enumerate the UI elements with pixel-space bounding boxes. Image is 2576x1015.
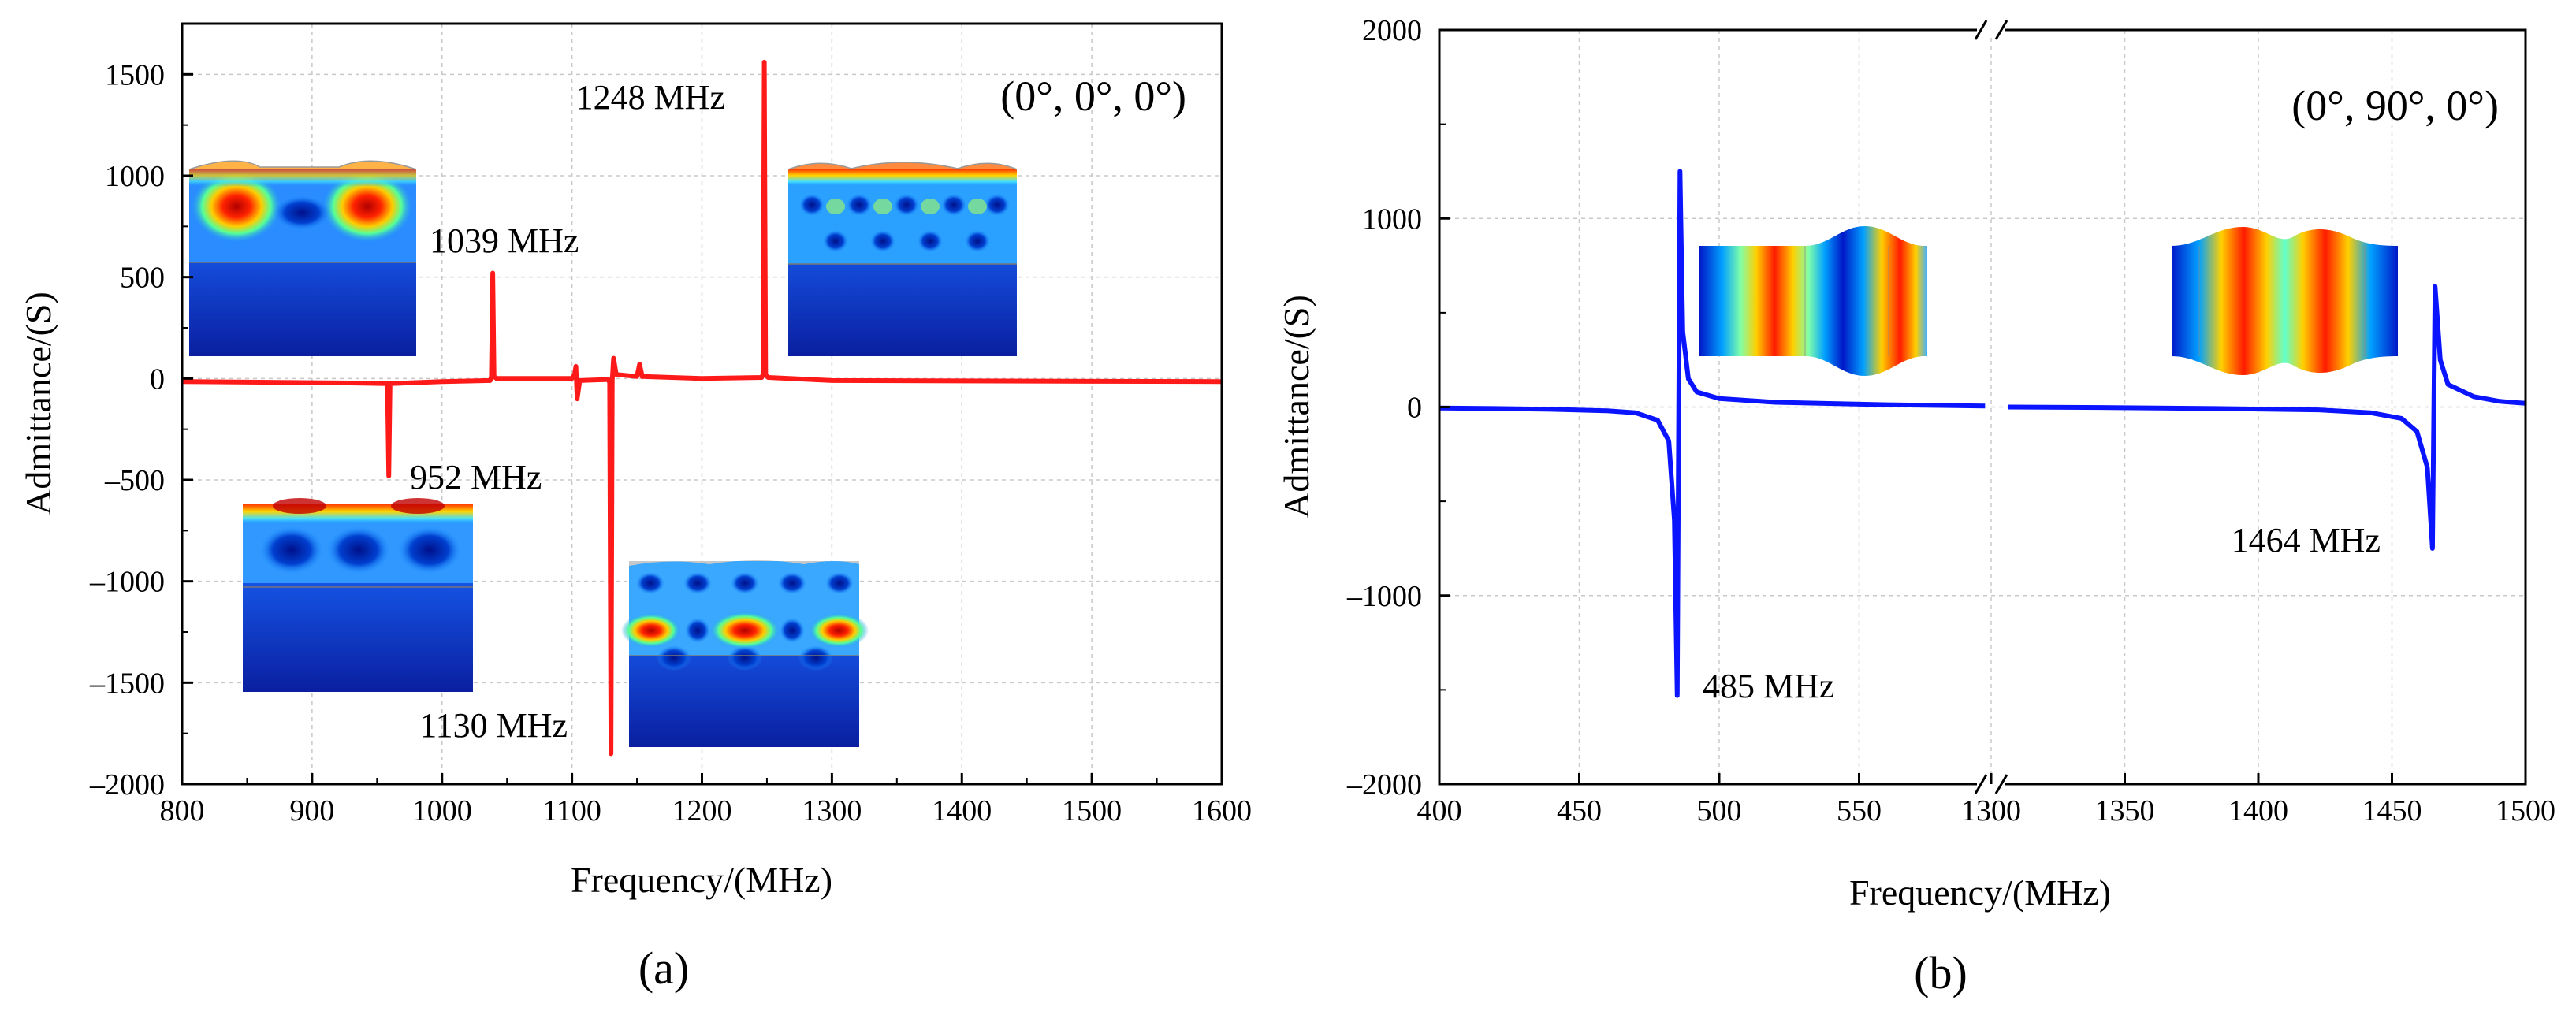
panel-a: 800 900 1000 1100 1200 1300 1400 1500 1600 –2000 –…	[18, 22, 1252, 994]
y-tick-label: 500	[120, 262, 165, 295]
mode-shape-1248-inset	[787, 162, 1018, 356]
x-tick-label: 550	[1837, 794, 1882, 827]
x-tick-label: 1400	[2228, 794, 2288, 827]
y-tick-label: 0	[150, 362, 165, 396]
series-line-admittance-right	[2008, 284, 2526, 551]
y-tick-label: 2000	[1362, 14, 1422, 47]
x-tick-label: 1400	[932, 794, 992, 827]
panel-b-series	[1439, 169, 2526, 698]
panel-a-orientation: (0°, 0°, 0°)	[1000, 72, 1186, 120]
annotation-label: 1039 MHz	[430, 221, 579, 260]
annotation-label: 1130 MHz	[419, 706, 568, 745]
annotation-label: 1248 MHz	[576, 78, 725, 117]
x-tick-label: 1300	[1961, 794, 2021, 827]
series-line-admittance	[182, 59, 1222, 757]
mode-shape-485-inset	[1699, 226, 1927, 376]
panel-a-ticks: 800 900 1000 1100 1200 1300 1400 1500 1600 –2000 –…	[89, 58, 1252, 827]
axis-break-slash	[1994, 774, 2008, 794]
x-tick-label: 500	[1697, 794, 1742, 827]
x-tick-label: 1450	[2362, 794, 2422, 827]
y-tick-label: –500	[104, 464, 165, 497]
x-tick-label: 1500	[1062, 794, 1122, 827]
panel-a-insets	[188, 160, 1018, 747]
y-tick-label: 1500	[105, 58, 165, 91]
axis-break-slash	[1994, 20, 2008, 40]
panel-b-xlabel: Frequency/(MHz)	[1849, 872, 2111, 913]
panel-b-label: (b)	[1914, 947, 1967, 998]
x-tick-label: 900	[289, 794, 334, 827]
y-tick-label: 1000	[105, 160, 165, 193]
panel-a-series	[182, 59, 1222, 757]
x-tick-label: 450	[1557, 794, 1602, 827]
panel-a-label: (a)	[638, 942, 689, 994]
y-tick-label: –1000	[89, 566, 165, 599]
x-tick-label: 1000	[412, 794, 472, 827]
annotation-label: 952 MHz	[410, 458, 542, 496]
x-tick-label: 1500	[2496, 794, 2556, 827]
annotation-label: 485 MHz	[1703, 667, 1834, 705]
panel-b-ticks: 400 450 500 550 1300 1350 1400 1450 1500 –2000 –10…	[1346, 14, 2556, 827]
x-tick-label: 1350	[2095, 794, 2155, 827]
annotation-label: 1464 MHz	[2232, 521, 2381, 560]
x-tick-label: 400	[1417, 794, 1462, 827]
y-tick-label: 1000	[1362, 203, 1422, 236]
y-tick-label: –2000	[1346, 768, 1422, 801]
series-line-admittance-left	[1439, 169, 1986, 698]
x-tick-label: 1600	[1192, 794, 1252, 827]
axis-break-slash	[1974, 774, 1988, 794]
panel-b: 400 450 500 550 1300 1350 1400 1450 1500 –2000 –10…	[1276, 14, 2556, 998]
mode-shape-952-inset	[243, 498, 473, 692]
panel-a-ylabel: Admittance/(S)	[18, 292, 58, 515]
panel-b-insets	[1699, 226, 2398, 376]
x-tick-label: 1300	[802, 794, 862, 827]
x-tick-label: 1200	[672, 794, 732, 827]
y-tick-label: –1500	[89, 667, 165, 700]
y-tick-label: 0	[1407, 392, 1422, 425]
panel-b-ylabel: Admittance/(S)	[1276, 295, 1316, 519]
panel-b-axis-break	[1974, 20, 2008, 794]
y-tick-label: –1000	[1346, 580, 1422, 613]
mode-shape-1464-inset	[2172, 227, 2398, 375]
mode-shape-1039-inset	[188, 160, 417, 356]
mode-shape-1130-inset	[621, 560, 869, 747]
x-tick-label: 800	[160, 794, 205, 827]
panel-b-orientation: (0°, 90°, 0°)	[2291, 82, 2499, 129]
panel-a-xlabel: Frequency/(MHz)	[571, 860, 832, 900]
x-tick-label: 1100	[542, 794, 601, 827]
y-tick-label: –2000	[89, 768, 165, 801]
panel-a-annotations: 1248 MHz 1039 MHz 952 MHz 1130 MHz	[410, 78, 725, 745]
panel-a-grid	[182, 24, 1222, 784]
panel-b-annotations: 485 MHz 1464 MHz	[1703, 521, 2381, 705]
axis-break-slash	[1974, 20, 1988, 40]
